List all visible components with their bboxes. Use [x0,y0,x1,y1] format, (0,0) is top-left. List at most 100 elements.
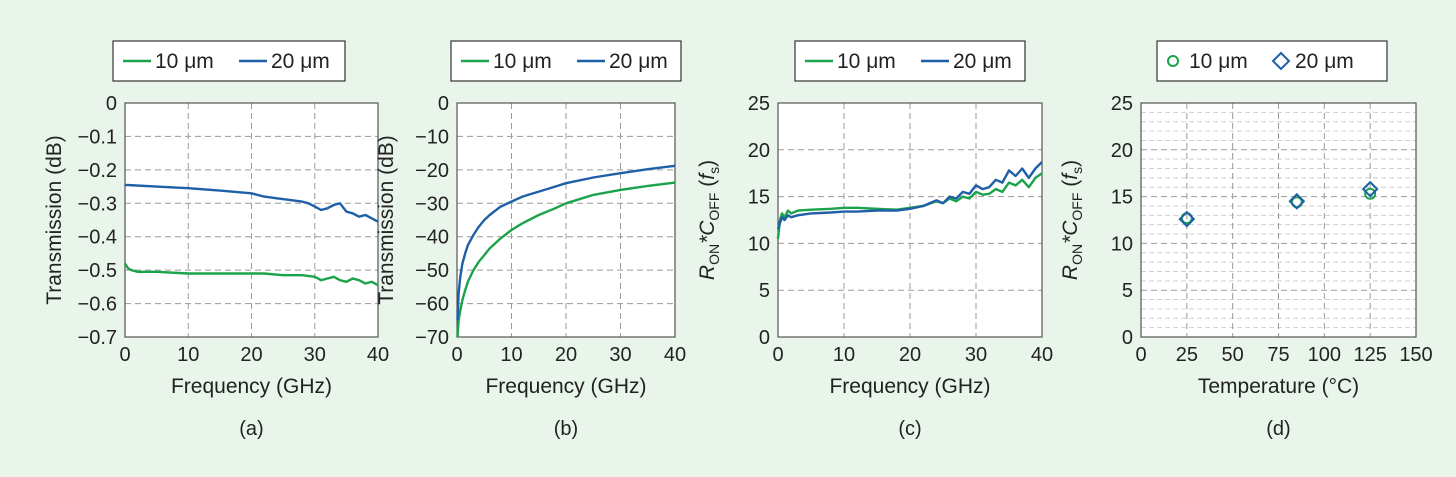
y-tick-label: −60 [415,294,449,316]
legend-swatch-circle [1167,55,1179,67]
x-tick-label: 75 [1267,344,1289,366]
x-tick-label: 40 [664,344,686,366]
x-tick-label: 20 [899,344,921,366]
legend: 10 μm 20 μm [112,40,346,82]
y-tick-label: −0.4 [78,227,117,249]
data-point-diamond [1288,192,1306,210]
y-tick-label: −0.1 [78,126,117,148]
series-line-green [456,181,676,338]
data-point-diamond [1361,180,1379,198]
y-axis-label-part: f [696,172,719,180]
y-tick-label: 25 [1111,93,1133,115]
y-tick-label: 5 [1122,280,1133,302]
legend: 10 μm 20 μm [450,40,682,82]
x-tick-label: 25 [1176,344,1198,366]
x-axis-label: Frequency (GHz) [829,375,990,398]
x-axis-label: Frequency (GHz) [485,375,646,398]
legend-label: 10 μm [837,50,896,73]
legend-label: 10 μm [493,50,552,73]
x-axis-label: Temperature (°C) [1198,375,1359,398]
y-axis-label-part: *C [696,220,719,244]
y-tick-label: −0.3 [78,193,117,215]
y-axis-label-part: *C [1059,220,1082,244]
x-tick-label: 10 [177,344,199,366]
legend-box [794,40,1026,82]
y-axis-label: RON*COFF (fs) [1059,160,1085,280]
y-tick-label: 10 [1111,233,1133,255]
y-tick-label: −0.2 [78,160,117,182]
y-axis-label-part: ON [706,244,722,265]
x-tick-label: 30 [965,344,987,366]
x-axis-label: Frequency (GHz) [171,375,332,398]
y-tick-label: 25 [748,93,770,115]
legend-label: 20 μm [953,50,1012,73]
x-tick-label: 40 [367,344,389,366]
plot-frame [777,102,1043,338]
x-tick-label: 0 [1135,344,1146,366]
x-tick-label: 30 [304,344,326,366]
legend: 10 μm 20 μm [1156,40,1388,82]
y-tick-label: −10 [415,126,449,148]
y-axis-label: RON*COFF (fs) [696,160,722,280]
y-tick-label: 5 [759,280,770,302]
plot-frame [456,102,676,338]
legend-box [1156,40,1388,82]
legend-label: 20 μm [271,50,330,73]
series-line-blue [776,161,1043,230]
plot-frame [1140,102,1417,338]
x-tick-label: 0 [772,344,783,366]
series-line-green [123,262,379,287]
x-tick-label: 40 [1031,344,1053,366]
legend: 10 μm 20 μm [794,40,1026,82]
y-tick-label: 0 [1122,327,1133,349]
y-axis-label-part: OFF [1069,193,1085,221]
y-axis-label-part: R [1059,265,1082,280]
y-tick-label: −70 [415,327,449,349]
panel-caption: (d) [1266,418,1290,440]
x-tick-label: 150 [1399,344,1432,366]
y-axis-label: Transmission (dB) [375,135,398,305]
y-tick-label: 15 [748,187,770,209]
legend-label: 10 μm [1189,50,1248,73]
y-tick-label: 0 [438,93,449,115]
x-tick-label: 100 [1308,344,1341,366]
legend-swatch-diamond [1271,51,1291,71]
legend-label: 20 μm [609,50,668,73]
legend-box [112,40,346,82]
y-axis-label-part: ( [696,180,719,193]
panel-caption: (a) [239,418,263,440]
y-tick-label: 10 [748,233,770,255]
y-axis-label-part: ) [696,160,719,167]
series-line-blue [456,164,676,321]
y-axis-label-part: R [696,265,719,280]
x-tick-label: 50 [1222,344,1244,366]
y-axis-label: Transmission (dB) [43,135,66,305]
y-tick-label: 20 [748,140,770,162]
y-axis-label-part: ( [1059,180,1082,193]
x-tick-label: 0 [451,344,462,366]
x-tick-label: 10 [500,344,522,366]
plot-frame [124,102,379,338]
y-tick-label: 0 [106,93,117,115]
y-axis-label-part: s [706,167,722,174]
legend-label: 10 μm [155,50,214,73]
y-axis-label-part: OFF [706,193,722,221]
y-axis-label-part: ON [1069,244,1085,265]
y-tick-label: 0 [759,327,770,349]
y-tick-label: −0.5 [78,260,117,282]
y-tick-label: 15 [1111,187,1133,209]
y-axis-label-part: s [1069,167,1085,174]
y-tick-label: −50 [415,260,449,282]
y-tick-label: −20 [415,160,449,182]
legend-label: 20 μm [1295,50,1354,73]
y-tick-label: 20 [1111,140,1133,162]
x-tick-label: 30 [609,344,631,366]
x-tick-label: 125 [1353,344,1386,366]
data-point-circle [1364,187,1377,200]
series-line-blue [124,183,379,223]
chart-c: 0 10 20 30 40 0 5 10 15 20 25 Frequency (GHz) RON*CO… [696,40,1053,440]
x-tick-label: 0 [119,344,130,366]
data-point-diamond [1178,210,1196,228]
